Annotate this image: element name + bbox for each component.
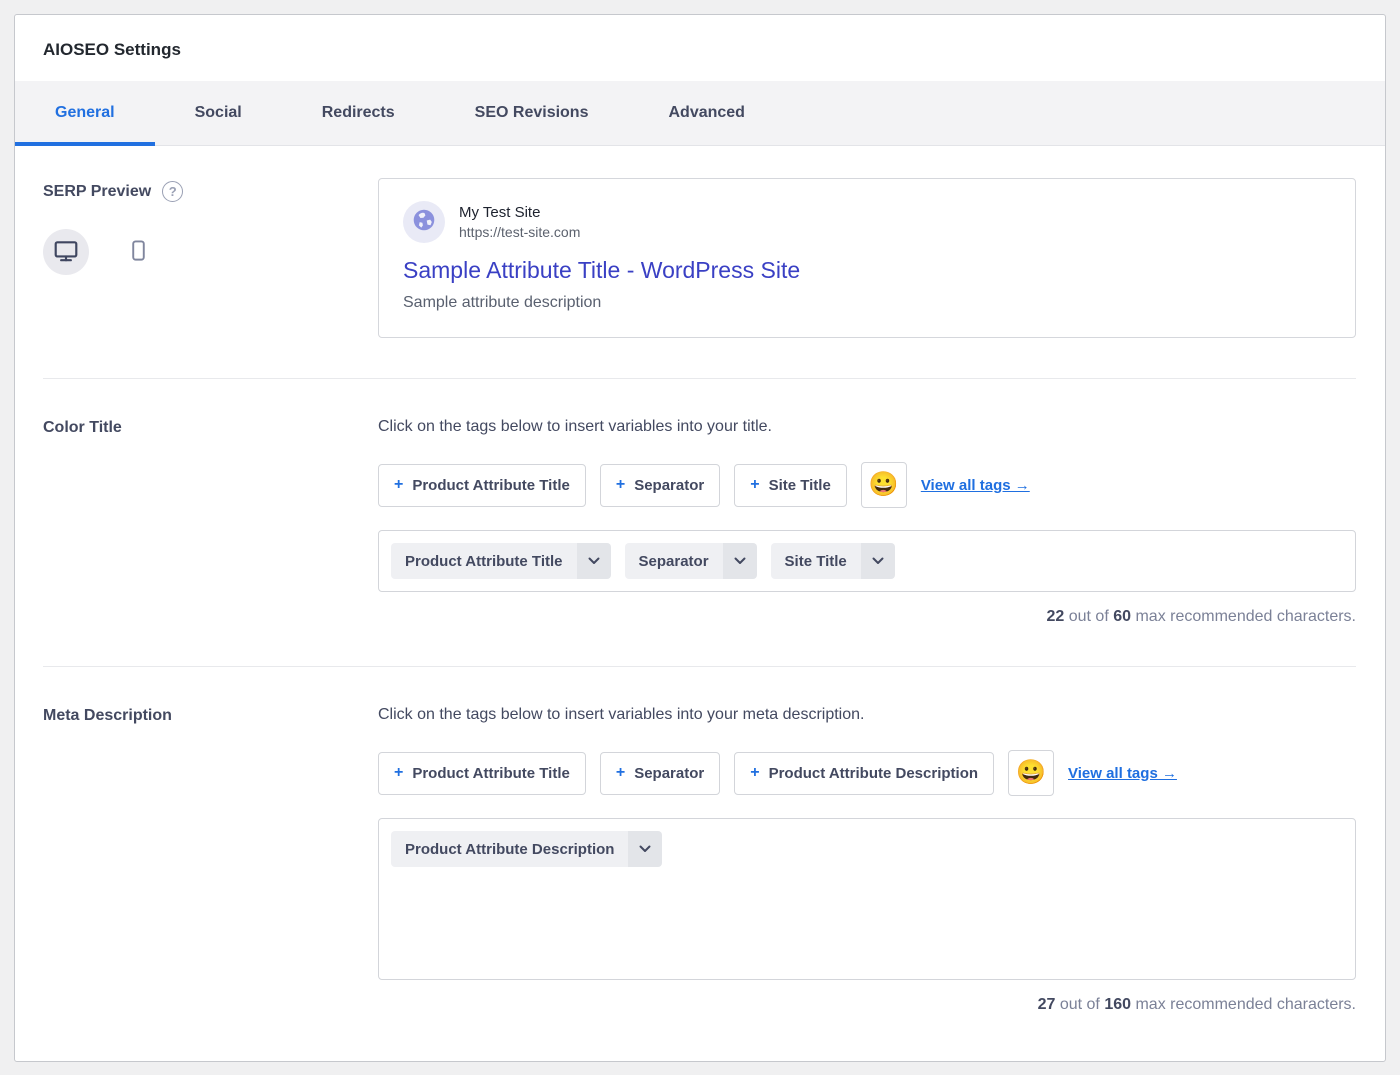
serp-site-url: https://test-site.com (459, 224, 581, 240)
chevron-down-icon[interactable] (576, 543, 611, 579)
meta-label-col: Meta Description (43, 704, 378, 725)
meta-description-input[interactable]: Product Attribute Description (378, 818, 1356, 980)
variable-pill-product-attribute-title[interactable]: Product Attribute Title (391, 543, 611, 579)
chevron-down-icon[interactable] (722, 543, 757, 579)
globe-icon (411, 207, 437, 238)
insert-separator-button[interactable]: + Separator (599, 751, 721, 795)
serp-field-col: My Test Site https://test-site.com Sampl… (378, 178, 1356, 338)
pill-label: Product Attribute Title (391, 543, 577, 579)
pill-label: Separator (624, 543, 723, 579)
mobile-icon (127, 239, 150, 265)
tab-bar: General Social Redirects SEO Revisions A… (15, 81, 1385, 146)
variable-pill-separator[interactable]: Separator (624, 543, 757, 579)
serp-result-description: Sample attribute description (403, 294, 602, 311)
section-divider (43, 378, 1356, 379)
insert-separator-button[interactable]: + Separator (599, 463, 721, 507)
title-label-col: Color Title (43, 416, 378, 437)
tab-panel-general: SERP Preview ? (15, 146, 1385, 1050)
tab-general[interactable]: General (15, 81, 155, 146)
serp-site-name: My Test Site (459, 204, 541, 221)
mobile-preview-button[interactable] (115, 229, 161, 275)
insert-site-title-button[interactable]: + Site Title (734, 463, 847, 507)
page-title: AIOSEO Settings (43, 40, 181, 59)
serp-preview-card: My Test Site https://test-site.com Sampl… (378, 178, 1356, 338)
title-char-count: 22 out of 60 max recommended characters. (378, 608, 1357, 626)
emoji-picker-button[interactable]: 😀 (860, 462, 907, 508)
title-field-col: Click on the tags below to insert variab… (378, 416, 1356, 626)
title-label: Color Title (43, 419, 122, 436)
section-divider (43, 666, 1356, 667)
desktop-icon (53, 238, 79, 267)
char-count-current: 22 (1046, 608, 1065, 625)
help-icon[interactable]: ? (162, 181, 184, 202)
tab-redirects[interactable]: Redirects (282, 81, 435, 145)
char-count-max: 160 (1104, 996, 1132, 1013)
title-input[interactable]: Product Attribute Title Separator Site T… (378, 530, 1356, 592)
tag-button-label: Product Attribute Title (412, 764, 570, 782)
settings-card: AIOSEO Settings General Social Redirects… (14, 14, 1386, 1062)
meta-tag-row: + Product Attribute Title + Separator + … (378, 750, 1356, 796)
variable-pill-product-attribute-description[interactable]: Product Attribute Description (391, 831, 663, 867)
title-row: Color Title Click on the tags below to i… (43, 416, 1356, 626)
emoji-picker-button[interactable]: 😀 (1008, 750, 1055, 796)
tag-button-label: Product Attribute Description (768, 764, 979, 782)
meta-description-label: Meta Description (43, 707, 172, 724)
variable-pill-site-title[interactable]: Site Title (770, 543, 895, 579)
meta-char-count: 27 out of 160 max recommended characters… (378, 996, 1356, 1014)
chevron-down-icon[interactable] (628, 831, 663, 867)
title-helper-text: Click on the tags below to insert variab… (378, 418, 772, 435)
tab-social[interactable]: Social (155, 81, 282, 145)
plus-icon: + (750, 476, 760, 493)
insert-product-attribute-title-button[interactable]: + Product Attribute Title (378, 463, 586, 507)
view-all-tags-link[interactable]: View all tags → (1068, 764, 1177, 782)
card-header: AIOSEO Settings (15, 15, 1385, 81)
char-count-max: 60 (1113, 608, 1132, 625)
plus-icon: + (615, 764, 626, 781)
pill-label: Site Title (770, 543, 861, 579)
serp-preview-label: SERP Preview (43, 182, 152, 200)
chevron-down-icon[interactable] (860, 543, 895, 579)
title-tag-row: + Product Attribute Title + Separator + … (378, 462, 1356, 508)
tab-seo-revisions[interactable]: SEO Revisions (435, 81, 629, 145)
char-count-current: 27 (1037, 996, 1056, 1013)
desktop-preview-button[interactable] (43, 229, 89, 275)
tag-button-label: Separator (634, 764, 705, 782)
emoji-icon: 😀 (1016, 759, 1046, 786)
plus-icon: + (750, 764, 760, 781)
pill-label: Product Attribute Description (391, 831, 629, 867)
meta-helper-text: Click on the tags below to insert variab… (378, 706, 865, 723)
tag-button-label: Product Attribute Title (412, 476, 570, 494)
tab-advanced[interactable]: Advanced (628, 81, 784, 145)
meta-description-row: Meta Description Click on the tags below… (43, 704, 1356, 1050)
char-count-text: out of (1064, 608, 1114, 625)
char-count-text: max recommended characters. (1131, 608, 1356, 625)
site-favicon (403, 201, 445, 243)
device-toggle (43, 229, 378, 275)
plus-icon: + (394, 476, 404, 493)
emoji-icon: 😀 (868, 471, 899, 498)
serp-result-title: Sample Attribute Title - WordPress Site (403, 257, 801, 283)
plus-icon: + (394, 764, 404, 781)
tag-button-label: Site Title (768, 476, 831, 494)
tag-button-label: Separator (634, 476, 705, 494)
meta-field-col: Click on the tags below to insert variab… (378, 704, 1356, 1050)
insert-product-attribute-description-button[interactable]: + Product Attribute Description (734, 751, 995, 795)
plus-icon: + (615, 476, 626, 493)
serp-preview-row: SERP Preview ? (43, 178, 1356, 338)
insert-product-attribute-title-button[interactable]: + Product Attribute Title (378, 751, 586, 795)
view-all-tags-link[interactable]: View all tags → (920, 476, 1030, 494)
serp-label-col: SERP Preview ? (43, 178, 378, 275)
char-count-text: out of (1055, 996, 1105, 1013)
char-count-text: max recommended characters. (1131, 996, 1356, 1013)
